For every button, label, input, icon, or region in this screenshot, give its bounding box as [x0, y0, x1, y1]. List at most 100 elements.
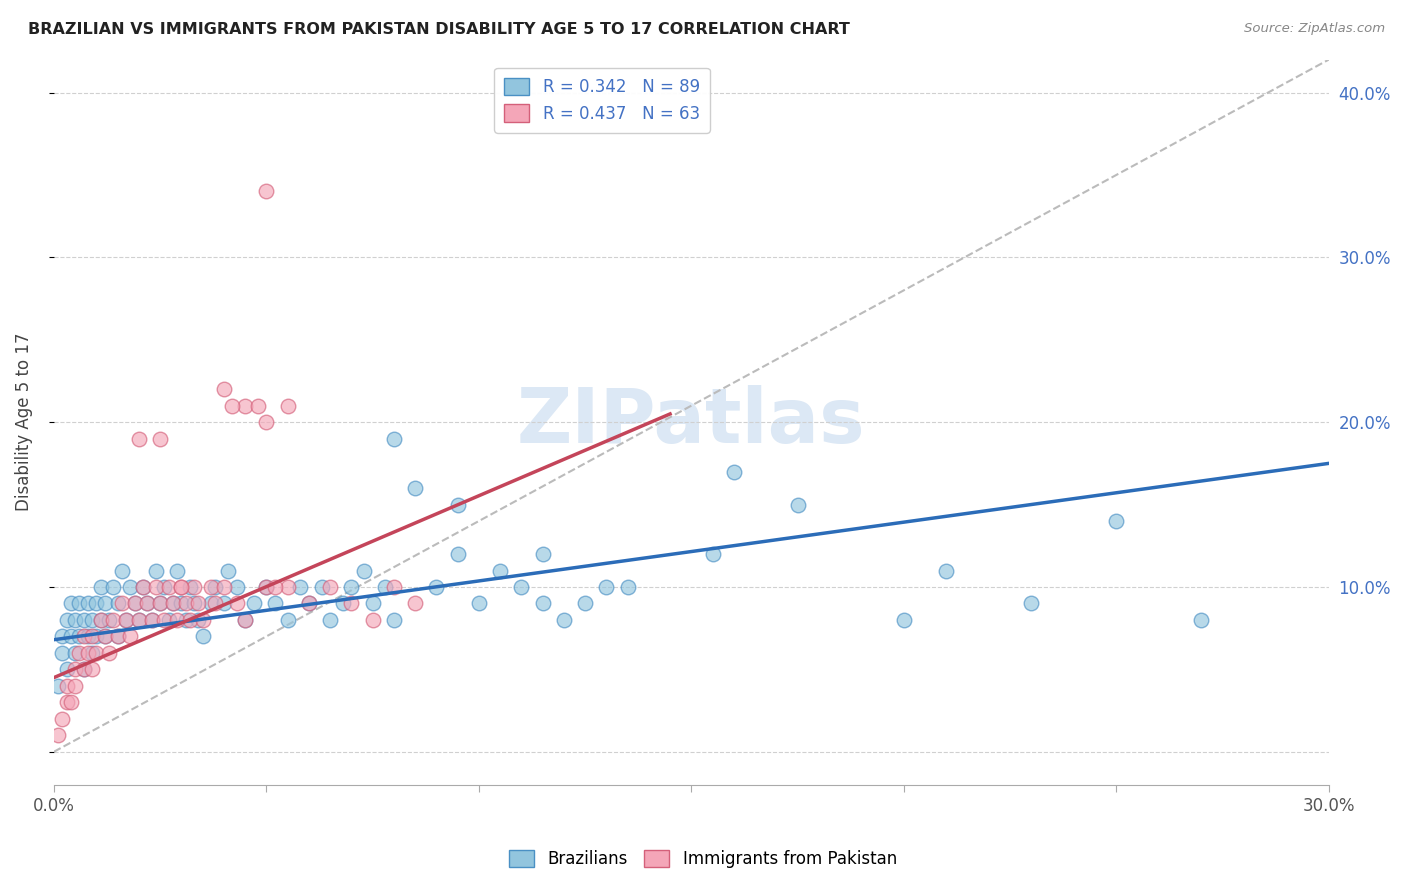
Point — [277, 580, 299, 594]
Point — [94, 629, 117, 643]
Point — [183, 597, 205, 611]
Point — [332, 597, 354, 611]
Point — [510, 580, 533, 594]
Point — [55, 695, 77, 709]
Point — [67, 646, 90, 660]
Legend: R = 0.342   N = 89, R = 0.437   N = 63: R = 0.342 N = 89, R = 0.437 N = 63 — [495, 68, 710, 133]
Point — [254, 415, 277, 429]
Point — [225, 597, 247, 611]
Point — [136, 597, 159, 611]
Point — [72, 613, 94, 627]
Point — [170, 580, 193, 594]
Point — [98, 613, 121, 627]
Point — [111, 564, 134, 578]
Point — [149, 597, 172, 611]
Point — [90, 613, 112, 627]
Point — [170, 580, 193, 594]
Point — [141, 613, 163, 627]
Point — [183, 580, 205, 594]
Point — [1105, 514, 1128, 528]
Point — [353, 564, 375, 578]
Point — [55, 613, 77, 627]
Y-axis label: Disability Age 5 to 17: Disability Age 5 to 17 — [15, 333, 32, 511]
Point — [319, 580, 342, 594]
Point — [382, 613, 405, 627]
Point — [90, 613, 112, 627]
Point — [145, 580, 167, 594]
Point — [51, 712, 73, 726]
Point — [340, 580, 363, 594]
Point — [115, 613, 138, 627]
Point — [723, 465, 745, 479]
Point — [128, 613, 150, 627]
Point — [374, 580, 396, 594]
Point — [111, 597, 134, 611]
Point — [404, 481, 426, 495]
Point — [80, 646, 103, 660]
Point — [702, 547, 724, 561]
Point — [187, 613, 209, 627]
Point — [179, 580, 201, 594]
Point — [616, 580, 638, 594]
Point — [263, 580, 285, 594]
Point — [98, 646, 121, 660]
Point — [124, 597, 146, 611]
Point — [340, 597, 363, 611]
Point — [242, 597, 264, 611]
Point — [382, 580, 405, 594]
Point — [46, 679, 69, 693]
Point — [128, 432, 150, 446]
Point — [120, 629, 142, 643]
Text: Source: ZipAtlas.com: Source: ZipAtlas.com — [1244, 22, 1385, 36]
Point — [162, 597, 184, 611]
Point — [162, 597, 184, 611]
Point — [382, 432, 405, 446]
Point — [76, 597, 98, 611]
Point — [107, 629, 129, 643]
Point — [170, 597, 193, 611]
Point — [86, 646, 108, 660]
Point — [574, 597, 596, 611]
Point — [124, 597, 146, 611]
Point — [187, 597, 209, 611]
Point — [145, 564, 167, 578]
Point — [263, 597, 285, 611]
Point — [179, 613, 201, 627]
Point — [204, 597, 226, 611]
Point — [319, 613, 342, 627]
Point — [254, 580, 277, 594]
Point — [149, 432, 172, 446]
Point — [63, 613, 86, 627]
Point — [153, 613, 176, 627]
Point — [46, 728, 69, 742]
Point — [72, 662, 94, 676]
Point — [361, 613, 384, 627]
Point — [157, 580, 180, 594]
Point — [233, 399, 256, 413]
Point — [221, 399, 243, 413]
Point — [72, 629, 94, 643]
Point — [174, 613, 197, 627]
Point — [212, 580, 235, 594]
Point — [786, 498, 808, 512]
Point — [277, 399, 299, 413]
Point — [59, 695, 82, 709]
Point — [893, 613, 915, 627]
Point — [120, 580, 142, 594]
Point — [128, 613, 150, 627]
Point — [311, 580, 333, 594]
Point — [86, 629, 108, 643]
Point — [132, 580, 155, 594]
Point — [55, 662, 77, 676]
Point — [63, 679, 86, 693]
Point — [132, 580, 155, 594]
Point — [191, 629, 214, 643]
Point — [80, 613, 103, 627]
Point — [59, 597, 82, 611]
Point — [298, 597, 321, 611]
Point — [200, 597, 222, 611]
Point — [553, 613, 575, 627]
Point — [425, 580, 447, 594]
Point — [204, 580, 226, 594]
Point — [468, 597, 491, 611]
